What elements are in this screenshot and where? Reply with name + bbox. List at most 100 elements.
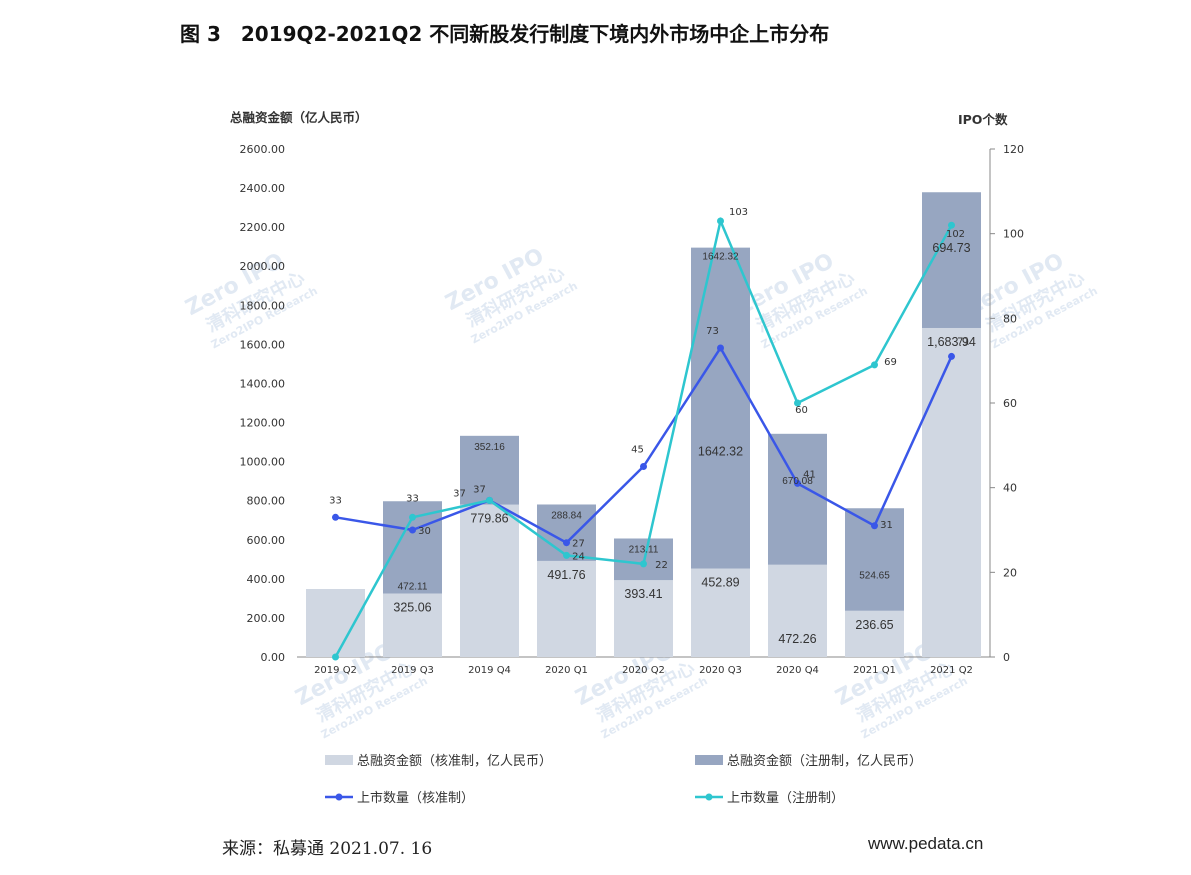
y-tick-left-label: 2200.00: [240, 221, 286, 234]
bar-core: [383, 593, 442, 657]
bar-core: [845, 610, 904, 657]
x-tick-label: 2019 Q4: [468, 665, 511, 676]
y-tick-right-label: 80: [1003, 312, 1017, 325]
y-tick-left-label: 200.00: [247, 612, 286, 625]
bar-registration-label: 670.08: [782, 476, 813, 487]
legend-label: 上市数量（注册制）: [727, 790, 844, 806]
y-tick-right-label: 0: [1003, 651, 1010, 664]
legend-item: 总融资金额（注册制，亿人民币）: [695, 753, 922, 769]
point-registration: [332, 653, 339, 661]
legend-item: 总融资金额（核准制，亿人民币）: [325, 753, 552, 769]
point-core: [717, 344, 724, 352]
point-registration: [794, 399, 801, 407]
bar-core-label: 393.41: [624, 587, 662, 601]
bar-core: [614, 580, 673, 657]
point-core-label: 30: [418, 526, 431, 537]
legend-label: 上市数量（核准制）: [357, 790, 474, 806]
point-registration: [409, 513, 416, 521]
bar-core-label: 472.26: [778, 632, 816, 646]
legend-marker: [705, 793, 713, 801]
legend-marker: [335, 793, 343, 801]
y-tick-left-label: 600.00: [247, 534, 286, 547]
bar-core-label: 1,683.94: [927, 335, 976, 349]
point-core: [409, 526, 416, 534]
legend-label: 总融资金额（注册制，亿人民币）: [727, 753, 922, 769]
point-core-label: 27: [572, 539, 585, 550]
point-registration-label: 22: [655, 560, 668, 571]
y-tick-left-label: 1600.00: [240, 338, 286, 351]
bar-core: [768, 564, 827, 657]
x-tick-label: 2021 Q1: [853, 665, 896, 676]
point-registration: [486, 496, 493, 504]
point-registration-label: 37: [473, 484, 486, 495]
point-registration-label: 103: [729, 207, 748, 218]
point-registration: [948, 221, 955, 229]
x-tick-label: 2019 Q2: [314, 665, 357, 676]
bar-registration-label: 524.65: [859, 570, 890, 581]
bar-core-label: 779.86: [470, 512, 508, 526]
y-tick-left-label: 1000.00: [240, 456, 286, 469]
point-registration-label: 24: [572, 551, 585, 562]
bar-core-label: 452.89: [701, 576, 739, 590]
legend-item: 上市数量（注册制）: [695, 790, 844, 806]
data-labels: 325.06 472.11 779.86 352.16 491.76 288.84 393.…: [329, 207, 976, 646]
figure-title: 图 3 2019Q2-2021Q2 不同新股发行制度下境内外市场中企上市分布: [180, 22, 830, 46]
y-tick-left-label: 0.00: [261, 651, 286, 664]
point-core: [948, 352, 955, 360]
bar-core: [537, 560, 596, 657]
point-core-label: 41: [803, 469, 816, 480]
source-url: www.pedata.cn: [868, 834, 984, 853]
lines: [332, 216, 955, 661]
y-tick-right-label: 120: [1003, 143, 1024, 156]
bar-core-label: 236.65: [855, 618, 893, 632]
legend-item: 上市数量（核准制）: [325, 790, 474, 806]
bar-registration-label: 472.11: [398, 581, 428, 592]
legend: 总融资金额（核准制，亿人民币） 总融资金额（注册制，亿人民币） 上市数量（核准制） 上…: [325, 753, 922, 806]
point-core-label: 73: [706, 326, 719, 337]
point-core-label: 71: [957, 336, 970, 347]
x-tick-label: 2020 Q2: [622, 665, 665, 676]
point-core: [640, 463, 647, 470]
x-tick-label: 2020 Q3: [699, 665, 742, 676]
point-core-label: 33: [329, 495, 342, 506]
y-tick-left-label: 2600.00: [240, 143, 286, 156]
y-tick-left-label: 400.00: [247, 573, 286, 586]
point-registration: [563, 551, 570, 559]
bar-core: [922, 327, 981, 657]
point-core: [871, 522, 878, 530]
bar-registration-label: 1642.32: [698, 445, 743, 459]
bar-core: [306, 589, 365, 657]
bar-registration-label: 213.11: [629, 544, 659, 555]
bar-core: [691, 568, 750, 657]
y-tick-right-label: 20: [1003, 566, 1017, 579]
point-core: [794, 479, 801, 487]
bars: [306, 192, 981, 657]
legend-swatch: [325, 755, 353, 765]
y-tick-left-label: 1800.00: [240, 299, 286, 312]
legend-label: 总融资金额（核准制，亿人民币）: [357, 753, 552, 769]
x-tick-label: 2019 Q3: [391, 665, 434, 676]
y-axis-left-title: 总融资金额（亿人民币）: [230, 110, 368, 125]
y-tick-right-label: 60: [1003, 397, 1017, 410]
y-axis-right-title: IPO个数: [958, 112, 1008, 127]
y-tick-right-label: 40: [1003, 482, 1017, 495]
bar-core: [460, 504, 519, 657]
point-registration-label: 60: [795, 405, 808, 416]
point-registration: [640, 560, 647, 568]
point-core-label: 31: [880, 520, 893, 531]
legend-swatch: [695, 755, 723, 765]
x-tick-label: 2020 Q1: [545, 665, 588, 676]
bar-core-label: 491.76: [547, 568, 585, 582]
y-tick-left-label: 2000.00: [240, 260, 286, 273]
bar-registration-label: 352.16: [474, 442, 505, 453]
bar-core-label: 325.06: [393, 600, 431, 614]
bar-registration-label: 694.73: [932, 241, 970, 255]
point-core-label: 37: [453, 488, 466, 499]
point-registration: [717, 217, 724, 225]
y-tick-left-label: 800.00: [247, 495, 286, 508]
point-core-label: 45: [631, 445, 644, 456]
